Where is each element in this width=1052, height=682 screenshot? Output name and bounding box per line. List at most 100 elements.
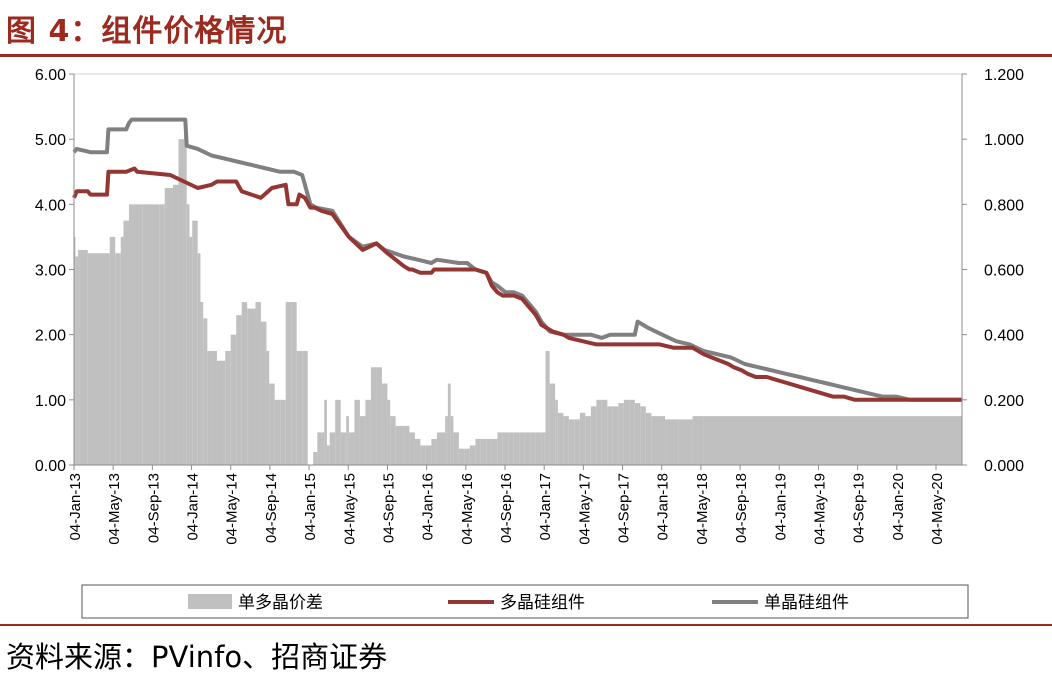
bar-spread — [387, 399, 391, 465]
x-tick-label: 04-Jan-16 — [420, 473, 437, 541]
bar-spread — [247, 308, 256, 465]
x-tick-label: 04-Jan-13 — [67, 473, 84, 541]
bar-spread — [513, 432, 520, 465]
bar-spread — [450, 416, 454, 465]
bar-spread — [324, 399, 327, 465]
legend-label-spread: 单多晶价差 — [238, 593, 323, 613]
bar-spread — [78, 249, 88, 465]
legend-label-poly: 多晶硅组件 — [500, 593, 585, 613]
bar-spread — [225, 350, 231, 465]
line-poly-module — [72, 166, 962, 402]
bar-spread — [211, 350, 217, 465]
bar-spread — [370, 367, 377, 465]
bar-spread — [313, 451, 318, 465]
x-tick-label: 04-May-20 — [929, 473, 946, 545]
x-tick-label: 04-Sep-15 — [380, 473, 397, 543]
bar-spread — [159, 204, 165, 466]
bar-spread — [207, 350, 212, 465]
x-tick-label: 04-May-19 — [811, 473, 828, 545]
right-tick-label: 0.400 — [984, 328, 1024, 345]
x-tick-label: 04-Sep-16 — [498, 473, 515, 543]
bar-spread — [464, 448, 470, 465]
x-tick-label: 04-May-15 — [341, 473, 358, 545]
x-tick-label: 04-Sep-13 — [145, 473, 162, 543]
line-mono-module — [72, 117, 962, 402]
left-tick-label: 3.00 — [35, 263, 66, 280]
bar-spread — [634, 403, 641, 465]
left-tick-label: 4.00 — [35, 197, 66, 214]
source-note: 资料来源：PVinfo、招商证券 — [6, 640, 388, 674]
x-tick-label: 04-Jan-15 — [302, 473, 319, 541]
bar-spread — [623, 399, 630, 465]
bar-spread — [590, 406, 597, 465]
bar-spread — [376, 367, 382, 465]
bar-spread — [183, 122, 187, 465]
left-tick-label: 2.00 — [35, 328, 66, 345]
bar-spread — [321, 432, 325, 465]
x-tick-label: 04-May-18 — [694, 473, 711, 545]
source-rule — [0, 624, 1052, 626]
bar-spread — [348, 432, 355, 465]
bar-spread — [640, 406, 646, 465]
x-tick-label: 04-Jan-17 — [537, 473, 554, 541]
bar-spread — [329, 432, 336, 465]
title-rule — [0, 54, 1052, 57]
bar-spread — [128, 204, 143, 466]
bar-spread — [420, 445, 426, 465]
right-tick-label: 1.200 — [984, 67, 1024, 84]
x-tick-label: 04-May-13 — [106, 473, 123, 545]
left-tick-label: 6.00 — [35, 67, 66, 84]
bar-spread — [508, 432, 514, 465]
bar-spread — [703, 416, 962, 465]
bar-spread — [142, 204, 157, 466]
x-tick-label: 04-Jan-20 — [890, 473, 907, 541]
bar-spread — [436, 432, 446, 465]
bar-spread — [678, 419, 693, 465]
bar-spread — [255, 302, 261, 465]
bar-spread — [335, 399, 341, 465]
legend-label-mono: 单晶硅组件 — [764, 593, 849, 613]
bar-spread — [260, 321, 267, 465]
bar-spread — [241, 302, 248, 465]
bar-spread — [557, 412, 564, 465]
bar-spread — [541, 432, 545, 465]
bar-spread — [530, 432, 536, 465]
bar-spread — [317, 432, 322, 465]
bar-spread — [692, 416, 704, 465]
bar-spread — [453, 432, 459, 465]
bar-spread — [87, 253, 102, 465]
bar-spread — [291, 302, 297, 465]
bar-spread — [203, 318, 208, 465]
bar-spread — [607, 406, 613, 465]
bar-spread — [395, 425, 404, 465]
x-tick-label: 04-Jan-19 — [772, 473, 789, 541]
left-tick-label: 1.00 — [35, 393, 66, 410]
bar-spread — [109, 236, 116, 465]
bar-spread — [596, 399, 602, 465]
bar-spread — [266, 350, 270, 465]
bar-spread — [651, 416, 666, 465]
bar-spread — [120, 236, 124, 465]
bar-spread — [236, 315, 242, 465]
bar-spread — [280, 399, 286, 465]
bar-spread — [665, 419, 679, 465]
bar-spread — [574, 419, 580, 465]
bar-spread — [524, 432, 531, 465]
bar-spread — [612, 406, 619, 465]
bar-spread — [425, 445, 432, 465]
x-tick-label: 04-Sep-19 — [851, 473, 868, 543]
bar-spread — [409, 432, 415, 465]
bar-spread — [274, 399, 281, 465]
bar-spread — [164, 188, 173, 465]
bar-spread — [585, 416, 591, 465]
right-tick-label: 1.000 — [984, 132, 1024, 149]
bar-spread — [269, 383, 275, 465]
bar-spread — [475, 438, 481, 465]
bar-spread — [645, 412, 652, 465]
bar-spread — [491, 438, 498, 465]
bar-spread — [601, 399, 608, 465]
legend-swatch-spread — [188, 594, 232, 609]
bar-spread — [172, 184, 179, 466]
bar-spread — [115, 253, 121, 465]
